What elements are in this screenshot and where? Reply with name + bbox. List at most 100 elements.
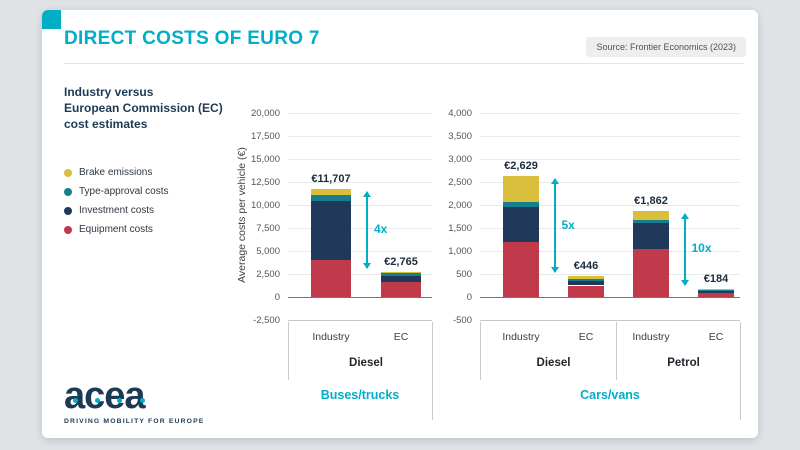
category-label: Industry <box>312 331 350 343</box>
arrow-up-icon <box>363 191 371 198</box>
category-label: EC <box>393 331 409 343</box>
bar-segment <box>381 275 421 283</box>
logo-dot-icon <box>73 398 78 403</box>
type-approval-dot-icon <box>64 187 72 196</box>
group-label: Diesel <box>536 357 571 369</box>
bar-segment <box>568 281 604 286</box>
gridline <box>288 228 432 229</box>
legend: Brake emissions Type-approval costs Inve… <box>64 163 169 239</box>
gridline <box>480 205 740 206</box>
intro-line-1: Industry versus <box>64 85 154 99</box>
legend-label: Equipment costs <box>79 224 153 235</box>
chart-title: Buses/trucks <box>320 388 400 402</box>
axis-separator <box>740 322 741 420</box>
y-tick-label: 17,500 <box>250 131 280 142</box>
multiplier-label: 10x <box>691 241 712 256</box>
axis-separator <box>480 322 481 380</box>
logo-dot-icon <box>95 398 100 403</box>
gridline <box>480 136 740 137</box>
gridline <box>288 136 432 137</box>
bar-segment <box>633 211 669 220</box>
bar-total-label: €2,765 <box>384 255 418 268</box>
legend-label: Investment costs <box>79 205 155 216</box>
comparison-arrow <box>366 192 368 268</box>
gridline <box>480 228 740 229</box>
y-tick-label: 4,000 <box>448 108 472 119</box>
comparison-arrow <box>683 214 686 285</box>
gridline <box>288 182 432 183</box>
arrow-down-icon <box>363 262 371 269</box>
y-tick-label: 3,500 <box>448 131 472 142</box>
gridline <box>480 274 740 275</box>
legend-label: Brake emissions <box>79 167 153 178</box>
source-badge: Source: Frontier Economics (2023) <box>586 37 746 57</box>
y-tick-label: 20,000 <box>250 108 280 119</box>
y-tick-label: 0 <box>466 292 472 303</box>
bar-total-label: €2,629 <box>504 160 538 173</box>
gridline <box>288 205 432 206</box>
y-tick-label: 15,000 <box>250 154 280 165</box>
multiplier-label: 4x <box>374 221 388 236</box>
group-label: Petrol <box>667 357 700 369</box>
bar-segment <box>503 241 539 297</box>
arrow-down-icon <box>680 279 689 286</box>
legend-item-brake-emissions: Brake emissions <box>64 163 169 182</box>
logo-dot-icon <box>117 398 122 403</box>
bar-segment <box>633 219 669 224</box>
gridline <box>288 159 432 160</box>
category-label: Industry <box>502 331 540 343</box>
intro-line-3: cost estimates <box>64 117 148 131</box>
multiplier-label: 5x <box>561 217 575 232</box>
arrow-up-icon <box>550 178 559 185</box>
bar-segment <box>503 201 539 208</box>
bar-total-label: €1,862 <box>634 195 668 208</box>
chart-title: Cars/vans <box>580 388 640 402</box>
legend-item-investment: Investment costs <box>64 201 169 220</box>
legend-item-equipment: Equipment costs <box>64 220 169 239</box>
y-tick-label: 12,500 <box>250 177 280 188</box>
gridline <box>288 320 432 321</box>
legend-item-type-approval: Type-approval costs <box>64 182 169 201</box>
gridline <box>288 113 432 114</box>
bar-segment <box>633 248 669 297</box>
axis-separator <box>288 322 289 380</box>
arrow-up-icon <box>680 213 689 220</box>
gridline <box>480 182 740 183</box>
gridline <box>288 251 432 252</box>
gridline <box>480 159 740 160</box>
y-tick-label: 5,000 <box>256 246 280 257</box>
logo-dot-icon <box>140 398 145 403</box>
page-title: DIRECT COSTS OF EURO 7 <box>64 28 320 49</box>
gridline <box>480 297 740 298</box>
bar-total-label: €11,707 <box>311 173 351 186</box>
y-tick-label: -500 <box>452 315 472 326</box>
gridline <box>480 320 740 321</box>
comparison-arrow <box>553 179 556 273</box>
bar-segment <box>698 291 734 294</box>
category-label: EC <box>708 331 724 343</box>
group-label: Diesel <box>349 357 383 369</box>
bar-segment <box>698 288 734 290</box>
bar-segment <box>311 260 351 297</box>
axis-separator <box>616 322 617 380</box>
logo-wordmark: acea <box>64 375 146 417</box>
bar-segment <box>503 207 539 242</box>
bar-segment <box>381 273 421 276</box>
legend-label: Type-approval costs <box>79 186 169 197</box>
category-label: EC <box>578 331 594 343</box>
gridline <box>288 297 432 298</box>
bar-segment <box>381 282 421 297</box>
y-tick-label: 500 <box>456 269 472 280</box>
y-tick-label: 2,000 <box>448 200 472 211</box>
y-tick-label: 10,000 <box>250 200 280 211</box>
bar-segment <box>311 201 351 261</box>
equipment-dot-icon <box>64 225 72 234</box>
bar-total-label: €446 <box>573 260 599 273</box>
logo-tagline: DRIVING MOBILITY FOR EUROPE <box>64 418 205 425</box>
bar-segment <box>568 278 604 282</box>
intro-line-2: European Commission (EC) <box>64 101 223 115</box>
bar-segment <box>633 223 669 249</box>
y-tick-label: 0 <box>274 292 280 303</box>
bar-segment <box>568 276 604 279</box>
